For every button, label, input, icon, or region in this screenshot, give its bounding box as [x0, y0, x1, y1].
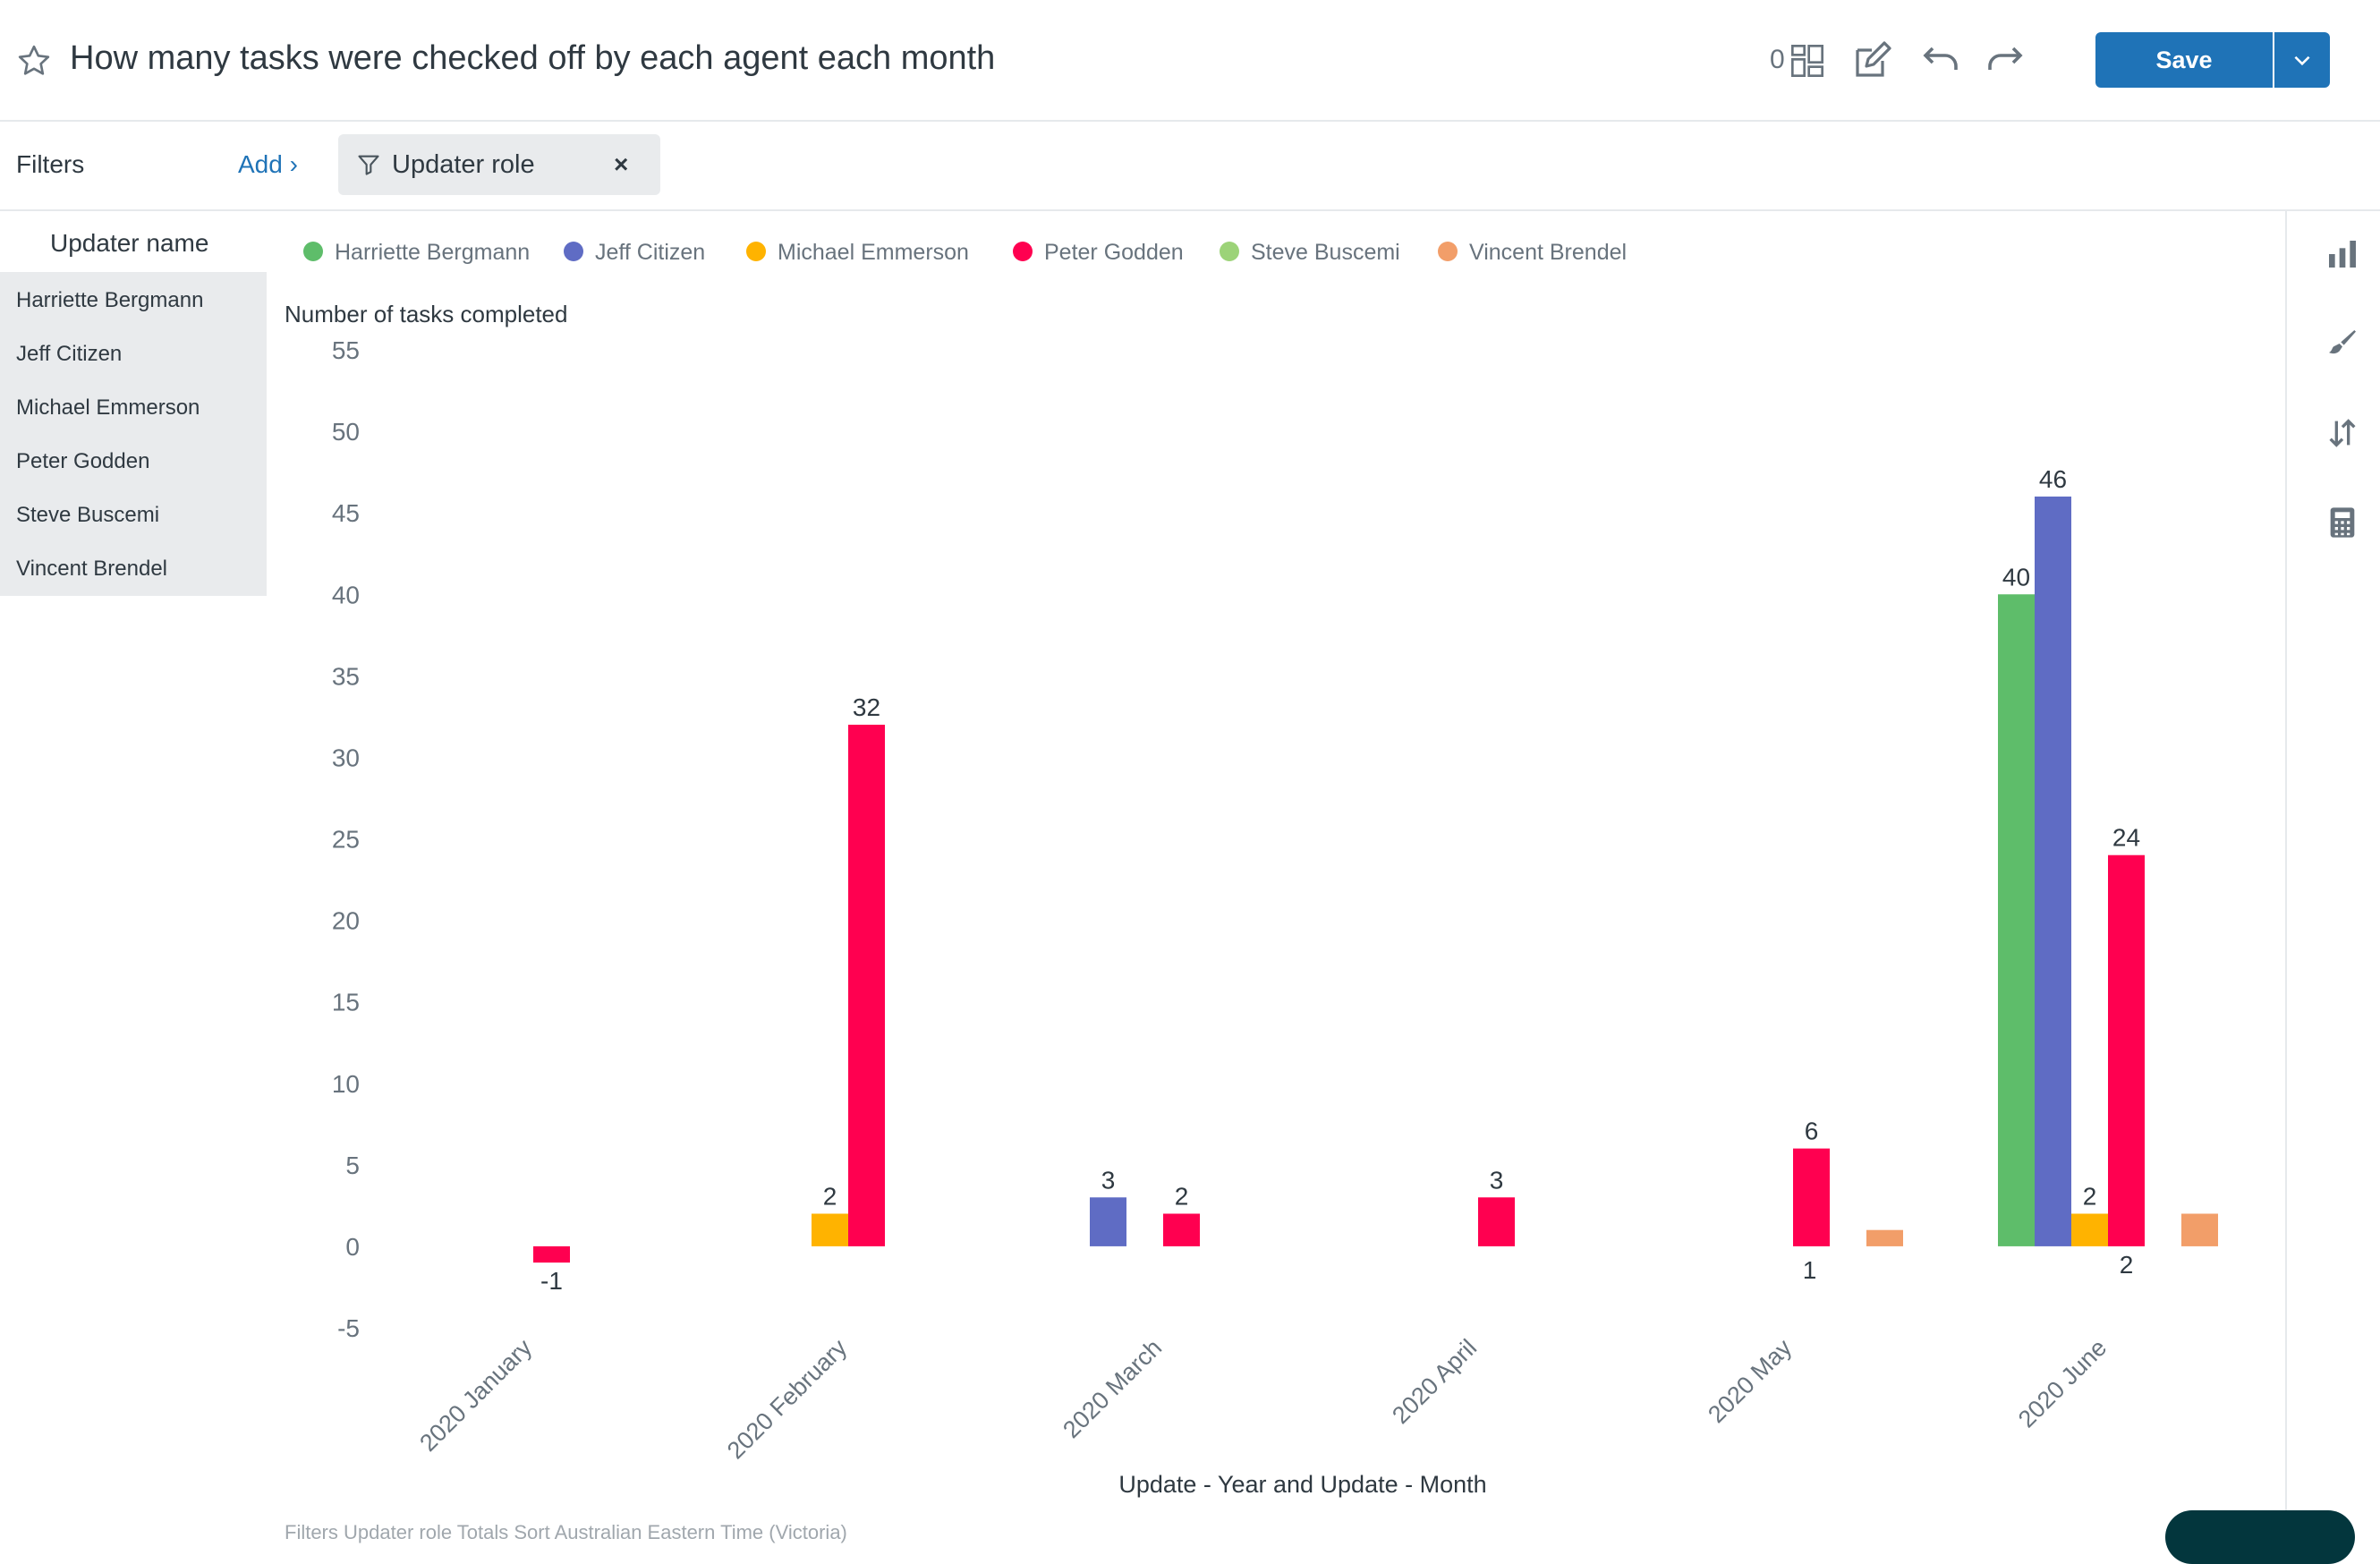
- data-label: 24: [2112, 824, 2140, 852]
- widget-count: 0: [1770, 45, 1785, 74]
- y-tick-label: 30: [332, 744, 360, 771]
- chevron-down-icon: [2294, 55, 2310, 66]
- y-tick-label: 10: [332, 1070, 360, 1098]
- sort-icon[interactable]: [2325, 415, 2360, 451]
- page-title: How many tasks were checked off by each …: [70, 39, 996, 77]
- y-tick-label: 40: [332, 581, 360, 608]
- data-label: 2: [823, 1182, 837, 1210]
- legend-marker: [746, 242, 766, 261]
- data-label: 46: [2039, 465, 2067, 493]
- bar: [1998, 594, 2035, 1246]
- data-label: 2: [2120, 1251, 2134, 1279]
- filter-chip-updater-role[interactable]: [338, 134, 660, 195]
- rows-list: Harriette Bergmann Jeff Citizen Michael …: [0, 272, 267, 596]
- filter-icon: [358, 155, 379, 175]
- y-tick-label: 15: [332, 989, 360, 1016]
- x-tick-label: 2020 May: [1703, 1334, 1797, 1428]
- help-chat-button[interactable]: [2165, 1510, 2355, 1564]
- bar: [2071, 1213, 2108, 1246]
- legend-marker: [1220, 242, 1239, 261]
- y-tick-label: -5: [337, 1314, 360, 1342]
- row-item[interactable]: Harriette Bergmann: [16, 288, 204, 312]
- widgets-icon[interactable]: [1789, 43, 1825, 79]
- data-label: 32: [853, 693, 880, 721]
- filters-label: Filters: [16, 150, 85, 178]
- legend-marker: [303, 242, 323, 261]
- x-tick-label: 2020 April: [1387, 1334, 1482, 1429]
- right-toolbar: [2285, 211, 2380, 1537]
- bar: [812, 1213, 848, 1246]
- row-item[interactable]: Michael Emmerson: [16, 395, 200, 420]
- x-tick-label: 2020 March: [1058, 1334, 1167, 1443]
- bar: [1793, 1148, 1830, 1246]
- row-item[interactable]: Vincent Brendel: [16, 557, 168, 581]
- y-axis-label: Number of tasks completed: [285, 301, 567, 327]
- bar: [848, 724, 885, 1246]
- legend-label: Vincent Brendel: [1469, 240, 1627, 265]
- bar: [533, 1245, 570, 1263]
- remove-filter-button[interactable]: ×: [614, 150, 629, 178]
- legend-marker: [1013, 242, 1033, 261]
- y-tick-label: 35: [332, 662, 360, 690]
- legend-label: Harriette Bergmann: [335, 240, 530, 265]
- y-tick-label: 5: [345, 1152, 360, 1179]
- save-button[interactable]: Save: [2095, 32, 2273, 88]
- data-label: -1: [540, 1267, 563, 1295]
- filters-bar: [0, 122, 2380, 211]
- row-item[interactable]: Steve Buscemi: [16, 503, 160, 527]
- x-tick-label: 2020 January: [414, 1334, 537, 1457]
- data-label: 2: [1175, 1182, 1189, 1210]
- x-axis-label: Update - Year and Update - Month: [1118, 1471, 1486, 1498]
- data-label: 40: [2002, 563, 2030, 591]
- paint-brush-icon[interactable]: [2325, 326, 2360, 361]
- row-item[interactable]: Jeff Citizen: [16, 342, 123, 366]
- save-options-dropdown[interactable]: [2274, 32, 2330, 88]
- footer-summary: Filters Updater role Totals Sort Austral…: [285, 1521, 847, 1543]
- bar: [1163, 1213, 1200, 1246]
- bar: [1866, 1229, 1903, 1246]
- legend-marker: [564, 242, 583, 261]
- data-label: 2: [2083, 1182, 2097, 1210]
- legend-label: Peter Godden: [1044, 240, 1184, 265]
- bar-chart: Harriette Bergmann Jeff Citizen Michael Em…: [285, 240, 2218, 1498]
- legend-label: Jeff Citizen: [595, 240, 705, 265]
- data-label: 6: [1805, 1118, 1819, 1145]
- header-bar: [0, 0, 2380, 122]
- y-tick-label: 20: [332, 907, 360, 935]
- add-filter-link[interactable]: Add ›: [238, 150, 298, 178]
- undo-icon[interactable]: [1918, 39, 1961, 82]
- bar: [2181, 1213, 2218, 1246]
- data-label: 1: [1803, 1256, 1817, 1284]
- x-tick-label: 2020 February: [722, 1334, 853, 1465]
- bar: [2035, 496, 2071, 1246]
- bar: [1090, 1197, 1126, 1246]
- legend-label: Steve Buscemi: [1251, 240, 1400, 265]
- edit-icon[interactable]: [1850, 39, 1893, 82]
- y-tick-label: 50: [332, 418, 360, 446]
- redo-icon[interactable]: [1985, 39, 2027, 82]
- y-tick-label: 25: [332, 826, 360, 854]
- row-item[interactable]: Peter Godden: [16, 449, 150, 473]
- legend-marker: [1438, 242, 1458, 261]
- y-tick-label: 55: [332, 336, 360, 364]
- data-label: 3: [1490, 1166, 1504, 1194]
- rows-header: Updater name: [50, 229, 209, 257]
- y-tick-label: 0: [345, 1233, 360, 1261]
- legend-label: Michael Emmerson: [778, 240, 969, 265]
- star-icon[interactable]: [16, 43, 52, 79]
- filter-chip-label: Updater role: [392, 150, 535, 179]
- data-label: 3: [1101, 1166, 1116, 1194]
- bar: [2108, 854, 2145, 1246]
- chart-type-icon[interactable]: [2325, 236, 2360, 272]
- y-tick-label: 45: [332, 499, 360, 527]
- bar: [1478, 1197, 1515, 1246]
- x-tick-label: 2020 June: [2013, 1334, 2112, 1432]
- calculator-icon[interactable]: [2325, 505, 2360, 540]
